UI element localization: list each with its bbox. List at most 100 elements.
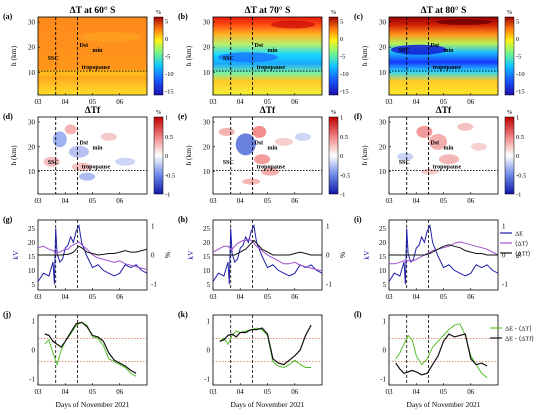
plot-frame bbox=[37, 314, 148, 386]
series-line-0 bbox=[37, 223, 148, 285]
panel-title: ΔT at 70° S bbox=[245, 5, 291, 16]
legend-row3: ΔE ⟨ΔT⟩ ⟨ΔTf⟩ bbox=[500, 231, 531, 258]
y2-tick-label: 0 bbox=[151, 252, 155, 260]
y2-tick-label: 0 bbox=[502, 252, 506, 260]
panel-title: ΔT at 60° S bbox=[70, 5, 116, 16]
x-tick-label: 04 bbox=[237, 98, 245, 106]
heatmap-blob bbox=[391, 44, 447, 55]
colorbar-tick: -0.5 bbox=[340, 172, 350, 179]
anomaly-blob bbox=[438, 154, 459, 165]
dst-label: Dst bbox=[255, 43, 264, 49]
y-tick-label: 20 bbox=[28, 44, 36, 52]
y-tick-label: 10 bbox=[203, 168, 211, 176]
anomaly-blob bbox=[429, 133, 448, 150]
anomaly-blob bbox=[115, 157, 136, 166]
colorbar-tick: -1 bbox=[340, 192, 345, 199]
heatmap-blob bbox=[80, 32, 141, 43]
x-tick-label: 04 bbox=[237, 197, 245, 205]
colorbar-unit: % bbox=[156, 109, 162, 116]
y-tick-label: 5 bbox=[383, 281, 387, 289]
colorbar bbox=[153, 116, 164, 195]
y-axis-label: h (km) bbox=[9, 45, 18, 66]
tropopause-label: tropopause bbox=[257, 65, 286, 71]
colorbar-tick: 0 bbox=[516, 36, 519, 43]
ssc-label: SSC bbox=[48, 56, 59, 62]
series-line-1 bbox=[389, 241, 499, 265]
x-tick-label: 06 bbox=[467, 293, 475, 301]
y-tick-label: -1 bbox=[380, 376, 386, 384]
y-tick-label: 10 bbox=[379, 267, 387, 275]
colorbar-tick: 0 bbox=[516, 153, 519, 160]
y2-axis-label: % bbox=[163, 252, 172, 258]
y2-tick-label: 1 bbox=[502, 222, 506, 230]
panel-label: (f) bbox=[354, 112, 362, 121]
x-tick-label: 05 bbox=[264, 293, 272, 301]
tropopause-label: tropopause bbox=[82, 65, 111, 71]
y-tick-label: 20 bbox=[203, 143, 211, 151]
colorbar-tick: 0.5 bbox=[340, 134, 348, 141]
anomaly-blob bbox=[252, 125, 267, 138]
y-tick-label: -1 bbox=[204, 376, 210, 384]
colorbar-tick: 5 bbox=[165, 19, 168, 26]
y-tick-label: 0 bbox=[32, 347, 36, 355]
legend-label: ΔE - ⟨ΔT⟩ bbox=[505, 325, 532, 333]
colorbar bbox=[504, 16, 515, 96]
x-axis-label: Days of November 2021 bbox=[231, 400, 305, 409]
colorbar bbox=[504, 116, 515, 195]
colorbar-tick: 0 bbox=[165, 153, 168, 160]
panel-title: ΔTf bbox=[85, 106, 101, 116]
ssc-label: SSC bbox=[399, 160, 410, 166]
dst-sub-label: min bbox=[268, 145, 279, 151]
colorbar-tick: 5 bbox=[516, 19, 519, 26]
y2-tick-label: 0 bbox=[326, 252, 330, 260]
heatmap-blob bbox=[436, 19, 492, 26]
y2-axis-label: % bbox=[514, 252, 523, 258]
series-line-0 bbox=[219, 327, 312, 369]
y-axis-label: kV bbox=[362, 250, 371, 260]
ssc-label: SSC bbox=[223, 160, 234, 166]
y-tick-label: 20 bbox=[379, 239, 387, 247]
y-tick-label: 25 bbox=[28, 225, 36, 233]
colorbar-tick: -1 bbox=[165, 192, 170, 199]
x-tick-label: 06 bbox=[291, 388, 299, 396]
y2-axis-label: % bbox=[338, 252, 347, 258]
y-axis-label: kV bbox=[11, 250, 20, 260]
x-tick-label: 06 bbox=[116, 197, 124, 205]
colorbar-tick: -10 bbox=[516, 71, 525, 78]
anomaly-blob bbox=[470, 142, 487, 151]
panel-label: (k) bbox=[178, 310, 188, 319]
colorbar-tick: 0.5 bbox=[516, 134, 524, 141]
colorbar-tick: -15 bbox=[340, 89, 349, 96]
x-tick-label: 06 bbox=[467, 388, 475, 396]
y-tick-label: 20 bbox=[28, 239, 36, 247]
series-line-2 bbox=[38, 245, 148, 256]
colorbar-unit: % bbox=[507, 9, 513, 16]
y-tick-label: 10 bbox=[28, 168, 36, 176]
y-tick-label: 15 bbox=[203, 253, 211, 261]
x-tick-label: 05 bbox=[89, 98, 97, 106]
x-tick-label: 04 bbox=[62, 98, 70, 106]
dst-sub-label: min bbox=[93, 48, 104, 54]
x-tick-label: 06 bbox=[116, 98, 124, 106]
colorbar-tick: -0.5 bbox=[165, 172, 175, 179]
y-tick-label: 30 bbox=[379, 19, 387, 27]
x-tick-label: 05 bbox=[440, 98, 448, 106]
dst-sub-label: min bbox=[444, 145, 455, 151]
dst-label: Dst bbox=[80, 140, 89, 146]
x-tick-label: 03 bbox=[210, 197, 218, 205]
plot-frame bbox=[212, 314, 323, 386]
panel-label: (l) bbox=[354, 310, 362, 319]
colorbar-tick: -10 bbox=[340, 71, 349, 78]
heatmap-field bbox=[38, 17, 147, 95]
series-line-2 bbox=[389, 244, 498, 256]
y-tick-label: 25 bbox=[203, 225, 211, 233]
y-tick-label: 15 bbox=[379, 253, 387, 261]
x-tick-label: 06 bbox=[291, 293, 299, 301]
x-tick-label: 06 bbox=[467, 197, 475, 205]
panel-k: (k) 1 0 -103 04 05 06 Days of November 2021 bbox=[178, 310, 323, 409]
